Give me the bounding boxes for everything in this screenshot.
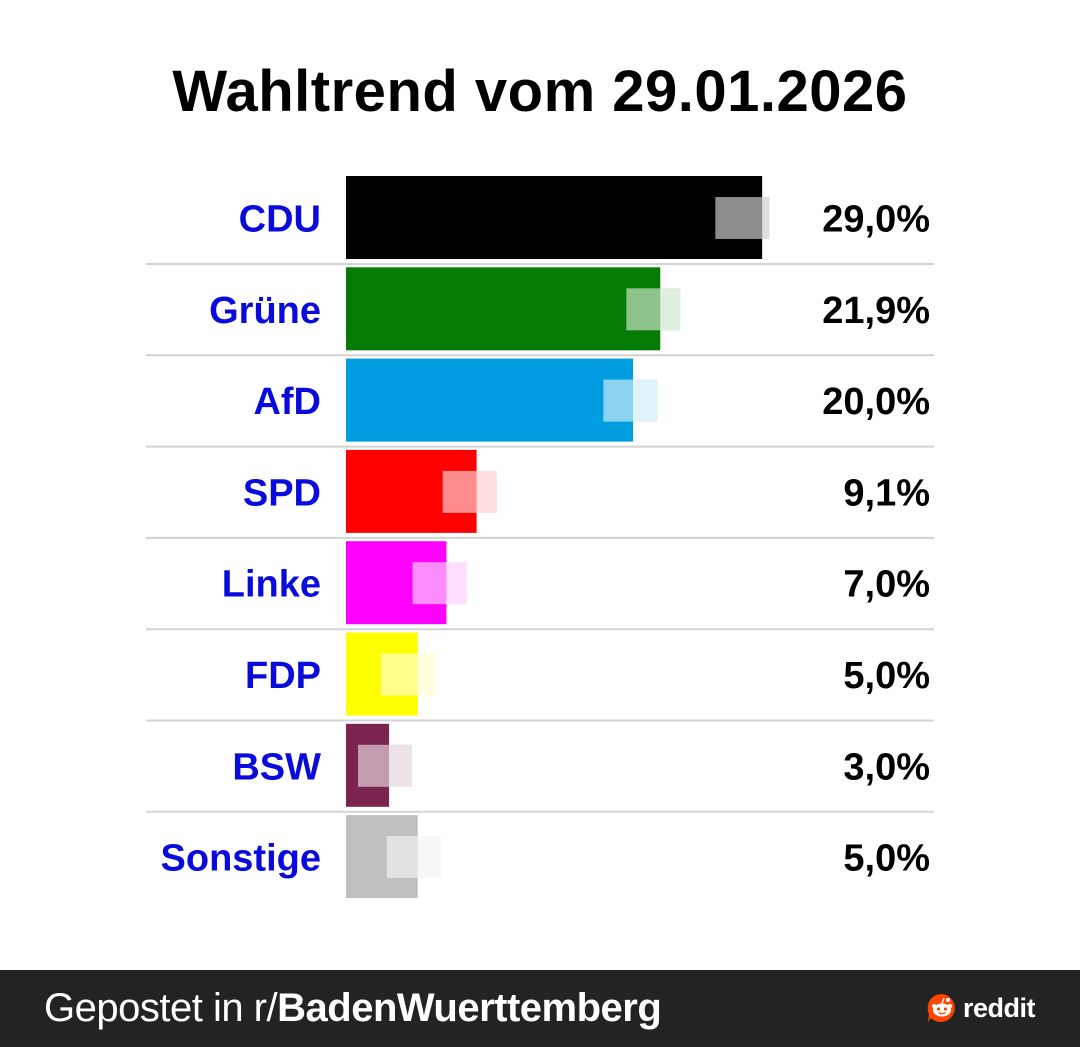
reddit-snoo-icon [927,993,955,1022]
value-label: 3,0% [843,746,930,788]
bar-afd [346,358,633,442]
previous-marker-overlay-fdp [380,653,435,696]
category-label: Sonstige [161,838,321,880]
previous-marker-overlay-sonstige [386,836,441,879]
reddit-logo[interactable]: reddit [926,992,1036,1024]
category-label: CDU [239,199,321,241]
previous-marker-overlay-grüne [626,288,681,331]
value-label: 5,0% [843,838,930,880]
bar-chart: CDU 29,0% Grüne 21,9% AfD 20,0% SPD 9,1% Linke 7,… [146,176,934,899]
value-label: 21,9% [822,290,930,332]
category-label: Grüne [209,290,321,332]
bar-cdu [346,176,763,259]
footer-bar: Gepostet in r/BadenWuerttemberg reddit [0,970,1080,1047]
category-label: BSW [232,746,321,788]
posted-in-text: Gepostet in r/BadenWuerttemberg [44,986,662,1031]
value-label: 20,0% [822,381,930,423]
posted-in-prefix: Gepostet in r/ [44,986,278,1030]
bar-grüne [346,267,661,351]
category-label: Linke [222,564,321,606]
value-label: 5,0% [843,655,930,697]
value-label: 7,0% [843,564,930,606]
previous-marker-overlay-spd [442,470,497,513]
category-label: AfD [253,381,321,423]
category-label: FDP [245,655,321,697]
value-label: 9,1% [843,472,930,514]
previous-marker-overlay-bsw [358,744,413,787]
category-label: SPD [243,472,321,514]
chart-title: Wahltrend vom 29.01.2026 [172,59,908,124]
subreddit-link[interactable]: BadenWuerttemberg [277,986,662,1030]
reddit-wordmark: reddit [963,992,1036,1023]
previous-marker-overlay-afd [603,379,658,422]
previous-marker-overlay-cdu [715,197,770,239]
previous-marker-overlay-linke [412,562,467,605]
value-label: 29,0% [822,199,930,241]
